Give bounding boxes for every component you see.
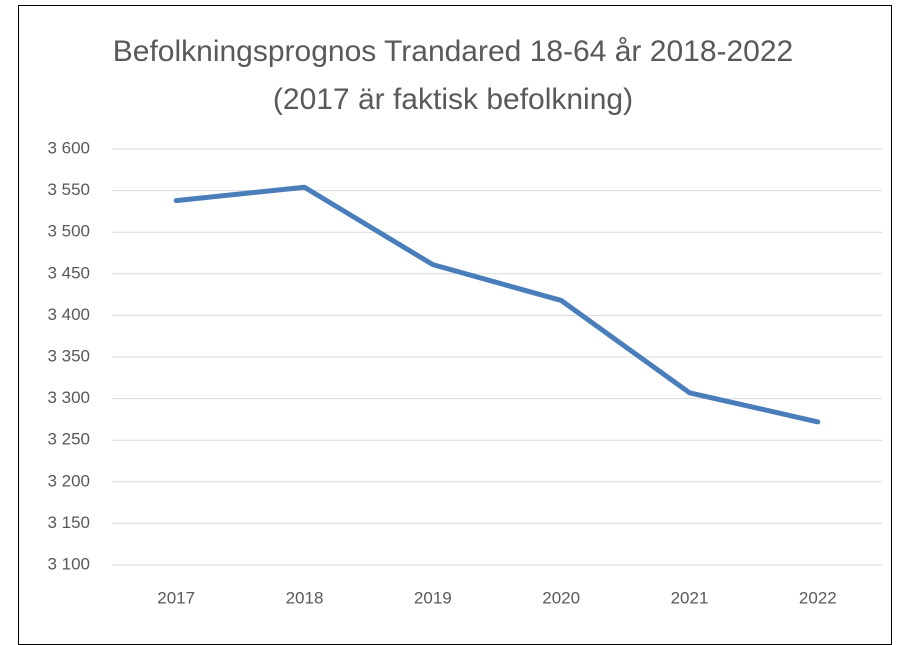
x-tick-label: 2017 [157, 588, 195, 607]
y-tick-label: 3 450 [47, 263, 90, 282]
y-tick-label: 3 200 [47, 471, 90, 490]
series-line [173, 184, 821, 425]
y-tick-label: 3 550 [47, 180, 90, 199]
x-tick-label: 2022 [799, 588, 837, 607]
x-tick-label: 2018 [286, 588, 324, 607]
y-tick-label: 3 350 [47, 346, 90, 365]
x-tick-label: 2021 [671, 588, 709, 607]
y-tick-label: 3 300 [47, 388, 90, 407]
y-tick-label: 3 150 [47, 513, 90, 532]
chart: 3 100 3 150 3 200 3 250 3 300 3 350 3 400 3 450… [47, 138, 882, 607]
y-tick-label: 3 250 [47, 430, 90, 449]
x-tick-label: 2019 [414, 588, 452, 607]
y-tick-label: 3 100 [47, 554, 90, 573]
x-tick-label: 2020 [542, 588, 580, 607]
page: Befolkningsprognos Trandared 18-64 år 20… [18, 5, 892, 645]
y-tick-label: 3 600 [47, 138, 90, 157]
y-tick-label: 3 400 [47, 305, 90, 324]
chart-title: Befolkningsprognos Trandared 18-64 år 20… [112, 35, 794, 116]
y-tick-label: 3 500 [47, 222, 90, 241]
